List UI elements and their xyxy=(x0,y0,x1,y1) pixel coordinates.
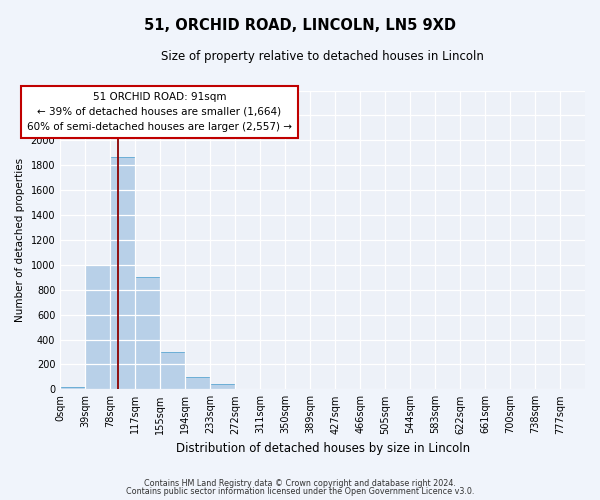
Bar xyxy=(85,265,110,390)
Bar xyxy=(210,384,235,390)
Text: Contains HM Land Registry data © Crown copyright and database right 2024.: Contains HM Land Registry data © Crown c… xyxy=(144,478,456,488)
Text: Contains public sector information licensed under the Open Government Licence v3: Contains public sector information licen… xyxy=(126,487,474,496)
Bar xyxy=(160,352,185,390)
Bar xyxy=(60,387,85,390)
Y-axis label: Number of detached properties: Number of detached properties xyxy=(15,158,25,322)
Text: 51, ORCHID ROAD, LINCOLN, LN5 9XD: 51, ORCHID ROAD, LINCOLN, LN5 9XD xyxy=(144,18,456,32)
Bar xyxy=(185,377,210,390)
Bar xyxy=(135,278,160,390)
X-axis label: Distribution of detached houses by size in Lincoln: Distribution of detached houses by size … xyxy=(176,442,470,455)
Text: 51 ORCHID ROAD: 91sqm
← 39% of detached houses are smaller (1,664)
60% of semi-d: 51 ORCHID ROAD: 91sqm ← 39% of detached … xyxy=(27,92,292,132)
Title: Size of property relative to detached houses in Lincoln: Size of property relative to detached ho… xyxy=(161,50,484,63)
Bar xyxy=(110,156,135,390)
Bar xyxy=(235,388,260,390)
